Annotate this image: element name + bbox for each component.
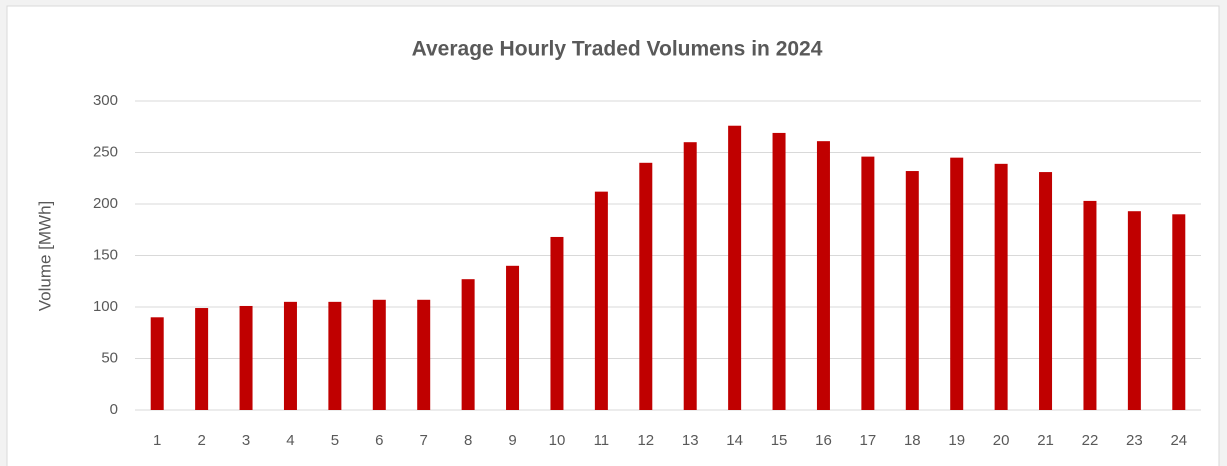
x-tick-label: 15 bbox=[771, 432, 788, 449]
bar bbox=[1172, 214, 1186, 410]
bar bbox=[283, 301, 297, 410]
bar bbox=[683, 142, 697, 410]
bar bbox=[994, 163, 1008, 410]
x-tick-label: 17 bbox=[860, 432, 877, 449]
y-tick-label: 0 bbox=[110, 401, 118, 418]
y-tick-label: 300 bbox=[93, 92, 118, 109]
bar bbox=[461, 279, 475, 410]
bar bbox=[239, 305, 253, 410]
x-tick-label: 23 bbox=[1126, 432, 1143, 449]
bar bbox=[639, 162, 653, 410]
bar bbox=[728, 125, 742, 410]
bar bbox=[1127, 211, 1141, 410]
bar bbox=[328, 301, 342, 410]
y-tick-label: 250 bbox=[93, 143, 118, 160]
x-tick-label: 20 bbox=[993, 432, 1010, 449]
x-tick-label: 10 bbox=[549, 432, 566, 449]
bar bbox=[1083, 200, 1097, 410]
bar bbox=[594, 191, 608, 410]
y-tick-label: 150 bbox=[93, 246, 118, 263]
x-tick-label: 13 bbox=[682, 432, 699, 449]
bar bbox=[372, 299, 386, 410]
y-tick-label: 100 bbox=[93, 298, 118, 315]
x-tick-label: 16 bbox=[815, 432, 832, 449]
bar bbox=[150, 317, 164, 410]
x-tick-label: 14 bbox=[726, 432, 743, 449]
bar bbox=[816, 141, 830, 411]
bar bbox=[1039, 172, 1053, 410]
x-tick-label: 2 bbox=[197, 432, 205, 449]
x-tick-label: 5 bbox=[331, 432, 339, 449]
chart-title: Average Hourly Traded Volumens in 2024 bbox=[412, 38, 823, 61]
x-tick-label: 22 bbox=[1082, 432, 1099, 449]
x-tick-label: 12 bbox=[637, 432, 654, 449]
bar bbox=[417, 299, 431, 410]
y-axis-label: Volume [MWh] bbox=[35, 201, 54, 312]
x-tick-label: 8 bbox=[464, 432, 472, 449]
x-tick-label: 18 bbox=[904, 432, 921, 449]
x-tick-label: 6 bbox=[375, 432, 383, 449]
x-tick-label: 24 bbox=[1170, 432, 1187, 449]
x-tick-label: 4 bbox=[286, 432, 294, 449]
x-tick-label: 11 bbox=[594, 432, 610, 449]
x-tick-label: 9 bbox=[508, 432, 516, 449]
x-tick-label: 3 bbox=[242, 432, 250, 449]
x-tick-label: 1 bbox=[153, 432, 161, 449]
bar bbox=[550, 236, 564, 410]
bar bbox=[950, 157, 964, 410]
bar bbox=[195, 308, 209, 410]
x-tick-label: 21 bbox=[1037, 432, 1054, 449]
x-tick-label: 19 bbox=[948, 432, 965, 449]
bar bbox=[861, 156, 875, 410]
x-tick-label: 7 bbox=[420, 432, 428, 449]
y-tick-label: 50 bbox=[101, 349, 118, 366]
y-tick-label: 200 bbox=[93, 195, 118, 212]
bar bbox=[772, 132, 786, 410]
bar bbox=[905, 171, 919, 410]
bar bbox=[506, 265, 520, 410]
chart-frame bbox=[6, 5, 1220, 466]
